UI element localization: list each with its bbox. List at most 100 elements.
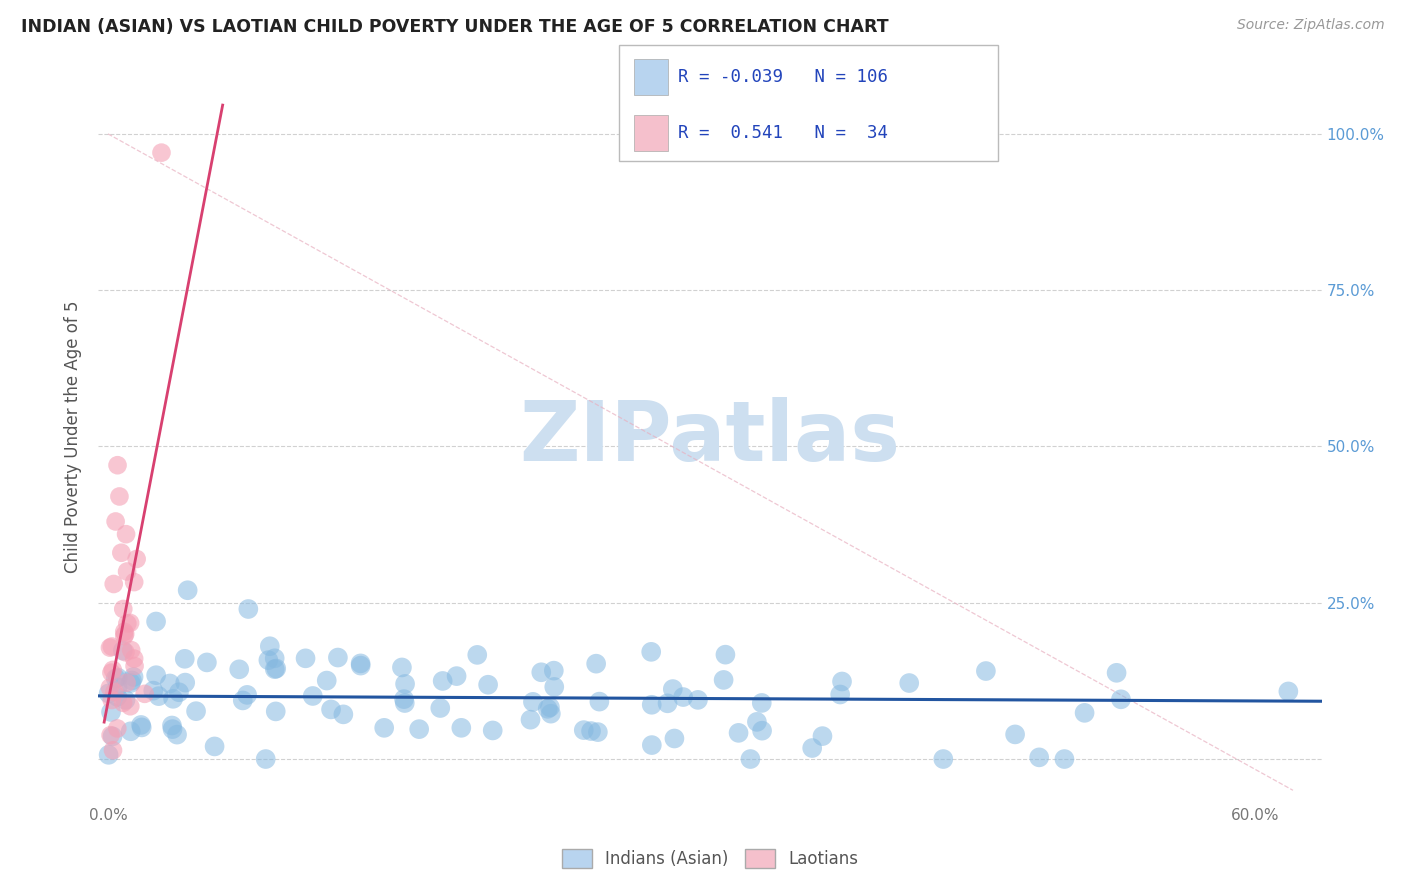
Indians (Asian) [751,696,773,710]
Laotians [103,685,125,699]
Indians (Asian) [166,728,188,742]
Laotians [107,458,129,473]
Laotians [101,640,124,654]
Indians (Asian) [131,720,153,734]
Indians (Asian) [107,680,129,694]
Indians (Asian) [105,690,128,704]
Indians (Asian) [162,722,184,736]
Indians (Asian) [540,706,562,721]
Indians (Asian) [145,668,167,682]
Indians (Asian) [174,675,197,690]
Indians (Asian) [686,693,709,707]
Indians (Asian) [714,648,737,662]
Indians (Asian) [326,650,349,665]
Indians (Asian) [1004,727,1026,741]
Indians (Asian) [97,747,120,762]
Indians (Asian) [727,726,749,740]
Indians (Asian) [831,674,853,689]
Indians (Asian) [585,657,607,671]
Indians (Asian) [373,721,395,735]
Text: ZIPatlas: ZIPatlas [520,397,900,477]
Indians (Asian) [811,729,834,743]
Indians (Asian) [159,676,181,690]
Indians (Asian) [408,722,430,736]
Indians (Asian) [392,692,415,706]
Indians (Asian) [122,670,145,684]
Indians (Asian) [176,583,198,598]
Laotians [100,665,122,680]
Legend: Indians (Asian), Laotians: Indians (Asian), Laotians [555,842,865,875]
Laotians [104,515,127,529]
Indians (Asian) [228,662,250,676]
Indians (Asian) [713,673,735,687]
Indians (Asian) [394,677,416,691]
Indians (Asian) [263,662,285,676]
Indians (Asian) [1109,692,1132,706]
Text: R =  0.541   N =  34: R = 0.541 N = 34 [678,124,887,142]
Indians (Asian) [238,602,260,616]
Indians (Asian) [657,696,679,710]
Laotians [120,615,142,630]
Indians (Asian) [662,681,685,696]
Indians (Asian) [114,693,136,707]
Indians (Asian) [640,645,662,659]
Indians (Asian) [162,691,184,706]
Indians (Asian) [1105,665,1128,680]
Indians (Asian) [264,705,287,719]
Indians (Asian) [254,752,277,766]
Indians (Asian) [1073,706,1095,720]
Laotians [112,629,135,643]
Laotians [112,624,135,639]
Indians (Asian) [543,664,565,678]
Text: Source: ZipAtlas.com: Source: ZipAtlas.com [1237,18,1385,32]
Indians (Asian) [664,731,686,746]
Indians (Asian) [588,695,610,709]
Indians (Asian) [315,673,337,688]
Indians (Asian) [432,673,454,688]
Indians (Asian) [167,685,190,699]
Indians (Asian) [145,615,167,629]
Laotians [115,565,138,579]
Text: R = -0.039   N = 106: R = -0.039 N = 106 [678,68,887,86]
Indians (Asian) [740,752,762,766]
Laotians [101,743,124,757]
Indians (Asian) [538,700,561,714]
Indians (Asian) [120,676,142,690]
Indians (Asian) [974,664,997,678]
Indians (Asian) [236,688,259,702]
Indians (Asian) [898,676,921,690]
Indians (Asian) [257,653,280,667]
Laotians [110,546,132,560]
Indians (Asian) [349,657,371,671]
Indians (Asian) [319,702,342,716]
Indians (Asian) [586,725,609,739]
Indians (Asian) [477,678,499,692]
Indians (Asian) [1053,752,1076,766]
Laotians [101,663,124,677]
Laotians [114,627,136,641]
Indians (Asian) [120,724,142,739]
Indians (Asian) [429,701,451,715]
Laotians [122,575,145,590]
Laotians [108,490,131,504]
Indians (Asian) [301,689,323,703]
Laotians [120,643,142,657]
Indians (Asian) [481,723,503,738]
Indians (Asian) [572,723,595,738]
Indians (Asian) [97,686,120,700]
Indians (Asian) [745,714,768,729]
Laotians [105,722,128,736]
Indians (Asian) [263,651,285,665]
Indians (Asian) [259,639,281,653]
Laotians [112,696,135,710]
Laotians [98,681,121,695]
Indians (Asian) [160,718,183,732]
Indians (Asian) [101,729,124,743]
Y-axis label: Child Poverty Under the Age of 5: Child Poverty Under the Age of 5 [65,301,83,574]
Laotians [115,675,138,690]
Laotians [100,693,122,707]
Laotians [114,645,136,659]
Indians (Asian) [232,693,254,707]
Indians (Asian) [142,683,165,698]
Laotians [124,659,146,673]
